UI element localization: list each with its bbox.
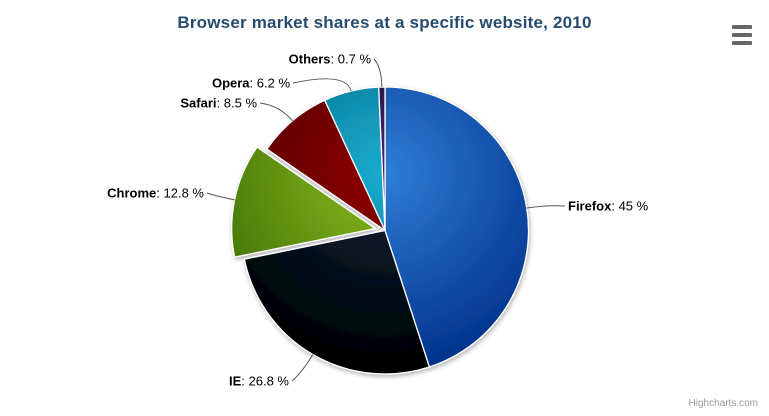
- label-connector-chrome: [206, 192, 235, 201]
- credits-link[interactable]: Highcharts.com: [688, 398, 758, 409]
- label-series-value: : 26.8 %: [241, 373, 289, 389]
- chart-title: Browser market shares at a specific webs…: [177, 13, 592, 32]
- label-series-value: : 0.7 %: [330, 51, 371, 67]
- label-connector-safari: [259, 102, 293, 122]
- data-label-chrome: Chrome: 12.8 %: [107, 187, 204, 200]
- data-label-ie: IE: 26.8 %: [229, 375, 289, 388]
- hamburger-menu-icon: [732, 25, 752, 45]
- label-series-value: : 8.5 %: [216, 95, 257, 111]
- label-series-name: Others: [288, 51, 331, 67]
- label-series-name: Chrome: [107, 185, 157, 201]
- label-series-value: : 45 %: [611, 198, 649, 214]
- label-connector-opera: [292, 78, 352, 92]
- label-series-name: Opera: [211, 75, 250, 91]
- pie-slice-firefox[interactable]: [384, 86, 530, 368]
- pie-slice-chrome[interactable]: [231, 146, 376, 258]
- label-series-value: : 12.8 %: [156, 185, 204, 201]
- pie-slice-others[interactable]: [378, 86, 386, 232]
- label-connector-firefox: [526, 205, 566, 209]
- label-series-name: IE: [229, 373, 242, 389]
- pie-slice-ie[interactable]: [243, 229, 430, 375]
- data-label-others: Others: 0.7 %: [289, 53, 371, 66]
- label-series-name: Safari: [180, 95, 217, 111]
- label-connector-ie: [291, 354, 314, 382]
- export-menu-button[interactable]: [728, 21, 756, 49]
- label-connector-others: [373, 58, 383, 88]
- data-label-firefox: Firefox: 45 %: [568, 200, 648, 213]
- data-label-opera: Opera: 6.2 %: [212, 77, 290, 90]
- data-label-safari: Safari: 8.5 %: [180, 97, 257, 110]
- label-series-name: Firefox: [568, 198, 612, 214]
- label-series-value: : 6.2 %: [249, 75, 290, 91]
